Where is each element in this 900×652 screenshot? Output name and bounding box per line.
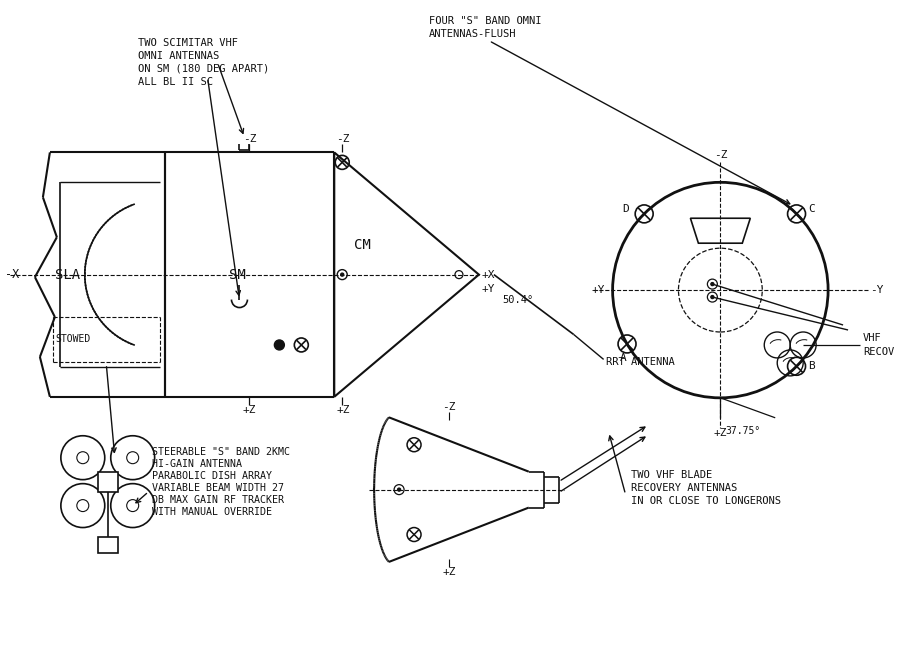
- Text: -Z: -Z: [243, 134, 256, 144]
- Text: STEERABLE "S" BAND 2KMC: STEERABLE "S" BAND 2KMC: [152, 447, 290, 456]
- Text: ALL BL II SC: ALL BL II SC: [138, 76, 212, 87]
- Text: TWO SCIMITAR VHF: TWO SCIMITAR VHF: [138, 38, 238, 48]
- Text: RECOVERY ANTENNAS: RECOVERY ANTENNAS: [631, 482, 737, 493]
- Bar: [98, 471, 118, 492]
- Text: ANTENNAS-FLUSH: ANTENNAS-FLUSH: [429, 29, 517, 38]
- Text: PARABOLIC DISH ARRAY: PARABOLIC DISH ARRAY: [152, 471, 272, 481]
- Circle shape: [398, 488, 400, 491]
- Circle shape: [711, 295, 714, 299]
- Text: +Y: +Y: [482, 284, 495, 293]
- Text: DB MAX GAIN RF TRACKER: DB MAX GAIN RF TRACKER: [152, 495, 284, 505]
- Text: VARIABLE BEAM WIDTH 27: VARIABLE BEAM WIDTH 27: [152, 482, 284, 493]
- Text: -Z: -Z: [714, 151, 727, 160]
- Text: -X: -X: [5, 268, 19, 281]
- Text: WITH MANUAL OVERRIDE: WITH MANUAL OVERRIDE: [152, 507, 272, 516]
- Bar: [98, 537, 118, 554]
- Text: FOUR "S" BAND OMNI: FOUR "S" BAND OMNI: [429, 16, 542, 25]
- Text: IN OR CLOSE TO LONGERONS: IN OR CLOSE TO LONGERONS: [631, 496, 780, 505]
- Circle shape: [711, 282, 714, 286]
- Text: RRT ANTENNA: RRT ANTENNA: [606, 357, 674, 368]
- Text: SM: SM: [230, 267, 246, 282]
- Text: 37.75°: 37.75°: [725, 426, 760, 436]
- Text: -Z: -Z: [442, 402, 455, 412]
- Circle shape: [274, 340, 284, 350]
- Text: D: D: [622, 204, 629, 214]
- Text: ON SM (180 DEG APART): ON SM (180 DEG APART): [138, 64, 269, 74]
- Text: 50.4°: 50.4°: [502, 295, 533, 304]
- Text: +Y: +Y: [591, 285, 605, 295]
- Text: A: A: [620, 353, 626, 363]
- Text: -Y: -Y: [870, 285, 884, 295]
- Text: +Z: +Z: [337, 405, 350, 415]
- Text: B: B: [808, 361, 815, 371]
- Text: VHF: VHF: [863, 333, 882, 343]
- Circle shape: [341, 273, 344, 276]
- Text: SLA: SLA: [55, 267, 80, 282]
- Text: STOWED: STOWED: [56, 334, 91, 344]
- Text: +Z: +Z: [714, 428, 727, 437]
- Text: +Z: +Z: [243, 405, 256, 415]
- Text: +Z: +Z: [442, 567, 455, 578]
- Text: TWO VHF BLADE: TWO VHF BLADE: [631, 469, 712, 480]
- Text: OMNI ANTENNAS: OMNI ANTENNAS: [138, 51, 219, 61]
- Text: +X: +X: [482, 270, 495, 280]
- Text: HI-GAIN ANTENNA: HI-GAIN ANTENNA: [152, 459, 242, 469]
- Text: -Z: -Z: [337, 134, 350, 144]
- Text: C: C: [808, 204, 815, 214]
- Text: CM: CM: [355, 238, 371, 252]
- Text: RECOV: RECOV: [863, 347, 895, 357]
